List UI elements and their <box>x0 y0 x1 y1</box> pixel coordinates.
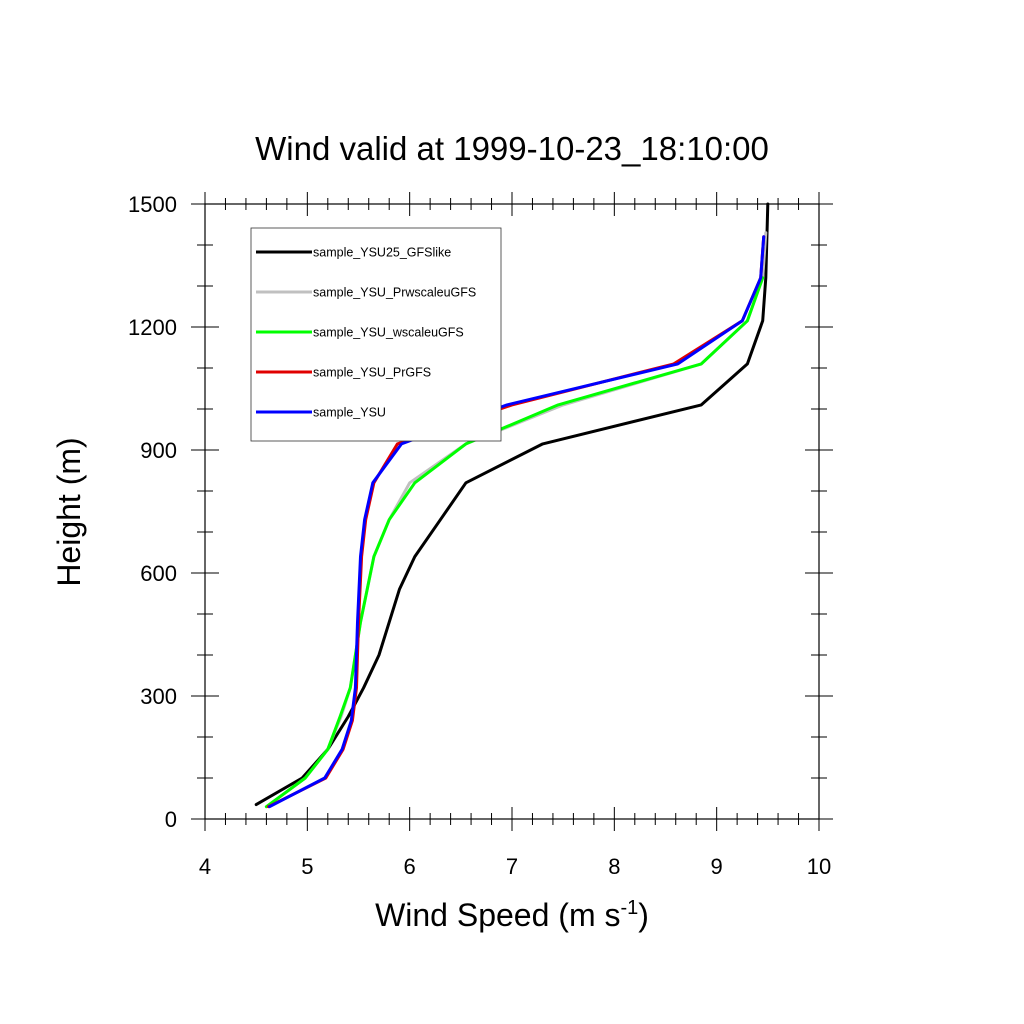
x-axis-title: Wind Speed (m s-1) <box>375 897 649 933</box>
y-tick-label: 600 <box>140 561 177 586</box>
y-tick-label: 1200 <box>128 315 177 340</box>
x-axis-title-superscript: -1 <box>620 897 638 919</box>
series-line-1 <box>254 202 770 807</box>
legend-label-2: sample_YSU_PrwscaleuGFS <box>313 286 476 300</box>
legend-label-5: sample_YSU <box>313 406 386 420</box>
legend-box <box>250 227 502 442</box>
x-tick-labels: 4 5 6 7 8 9 10 <box>199 854 831 879</box>
y-tick-label: 1500 <box>128 192 177 217</box>
legend-label-4: sample_YSU_PrGFS <box>313 366 431 380</box>
plot-frame <box>204 203 820 820</box>
x-tick-label: 10 <box>807 854 831 879</box>
legend-label-3: sample_YSU_wscaleuGFS <box>313 326 464 340</box>
x-axis-title-main: Wind Speed (m s <box>375 897 620 933</box>
y-tick-label: 300 <box>140 684 177 709</box>
x-tick-label: 4 <box>199 854 211 879</box>
x-axis-title-end: ) <box>638 897 649 933</box>
series-line-5 <box>268 235 766 809</box>
y-tick-labels: 0 300 600 900 1200 1500 <box>128 192 177 832</box>
legend-items: sample_YSU25_GFSlike sample_YSU_Prwscaleu… <box>256 246 476 420</box>
legend: sample_YSU25_GFSlike sample_YSU_Prwscaleu… <box>250 227 502 442</box>
x-tick-label: 5 <box>301 854 313 879</box>
x-tick-label: 6 <box>404 854 416 879</box>
legend-label-1: sample_YSU25_GFSlike <box>313 246 451 260</box>
axis-ticks <box>191 192 833 831</box>
y-tick-label: 0 <box>165 807 177 832</box>
y-axis-title: Height (m) <box>51 437 87 586</box>
series-line-3 <box>264 276 765 809</box>
x-tick-label: 7 <box>506 854 518 879</box>
y-tick-label: 900 <box>140 438 177 463</box>
chart-title: Wind valid at 1999-10-23_18:10:00 <box>255 130 769 167</box>
x-tick-label: 9 <box>711 854 723 879</box>
series-lines <box>254 202 770 809</box>
x-tick-label: 8 <box>608 854 620 879</box>
